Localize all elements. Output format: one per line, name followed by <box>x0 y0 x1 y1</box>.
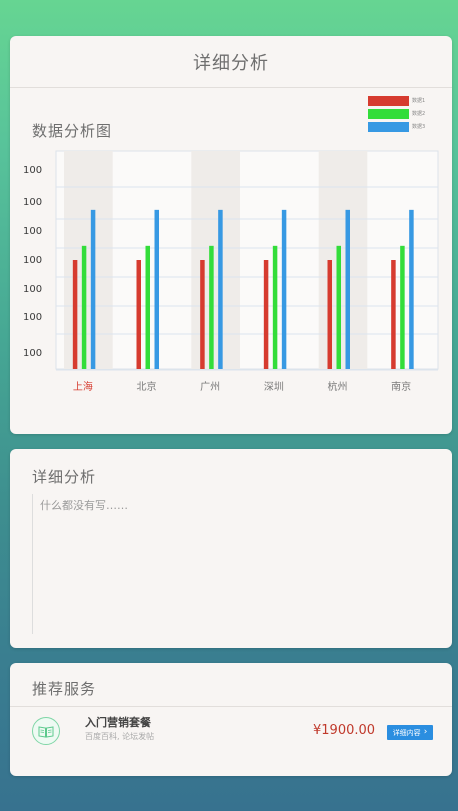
service-description: 百度百科, 论坛发帖 <box>85 732 155 741</box>
x-tick-label: 南京 <box>391 380 411 393</box>
x-tick-label: 北京 <box>137 380 157 393</box>
x-tick-label: 深圳 <box>264 381 284 393</box>
y-tick-label: 100 <box>23 348 42 359</box>
recommend-title: 推荐服务 <box>32 680 97 698</box>
detail-text-area: 什么都没有写…… <box>32 494 432 634</box>
chart-legend: 数据1 数据2 数据3 <box>368 94 425 133</box>
bar <box>345 209 350 369</box>
analysis-card: 详细分析 数据分析图 数据1 数据2 数据3 100 100 100 100 100 10… <box>10 36 452 434</box>
bar-chart: 100 100 100 100 100 100 100 上海 北京 广州 深圳 杭州 南京 <box>23 150 439 393</box>
bar <box>81 245 87 369</box>
book-icon <box>32 717 60 745</box>
y-tick-label: 100 <box>23 255 42 266</box>
bar <box>400 245 405 369</box>
chart-title: 数据分析图 <box>32 122 113 140</box>
divider <box>10 706 452 707</box>
bar <box>90 209 96 369</box>
legend-item: 数据3 <box>368 120 425 133</box>
detail-placeholder: 什么都没有写…… <box>40 499 128 512</box>
y-tick-label: 100 <box>23 226 42 237</box>
chevron-right-icon: › <box>423 727 428 737</box>
bar <box>272 245 278 369</box>
bar <box>72 260 78 369</box>
legend-swatch <box>368 121 409 132</box>
y-tick-label: 100 <box>23 197 42 208</box>
legend-label: 数据2 <box>412 111 426 117</box>
plot-area <box>55 150 439 370</box>
page-title: 详细分析 <box>10 36 452 88</box>
legend-item: 数据1 <box>368 94 425 107</box>
column-band <box>191 151 240 369</box>
bar <box>327 260 332 369</box>
bar <box>409 209 414 369</box>
details-button-label: 详细内容 <box>392 728 421 737</box>
legend-swatch <box>368 95 409 106</box>
y-tick-label: 100 <box>23 312 42 323</box>
x-tick-label: 广州 <box>200 381 220 393</box>
x-tick-label: 上海 <box>73 380 93 393</box>
bar <box>263 260 269 369</box>
bar <box>154 209 159 369</box>
bar <box>218 209 223 369</box>
legend-label: 数据1 <box>412 98 426 104</box>
legend-swatch <box>368 108 409 119</box>
recommend-card: 推荐服务 入门营销套餐 百度百科, 论坛发帖 ¥1900.00 详细内容 › <box>10 663 452 776</box>
detail-card: 详细分析 什么都没有写…… <box>10 449 452 648</box>
x-tick-label: 杭州 <box>328 380 348 393</box>
y-tick-label: 100 <box>23 284 42 295</box>
bar <box>336 245 341 369</box>
bar <box>145 245 150 369</box>
bar <box>209 245 214 369</box>
detail-title: 详细分析 <box>32 468 97 486</box>
service-name: 入门营销套餐 <box>85 716 151 729</box>
legend-label: 数据3 <box>412 124 426 130</box>
column-band <box>318 151 368 369</box>
column-band <box>64 151 113 369</box>
bar <box>391 260 396 369</box>
service-price: ¥1900.00 <box>313 723 376 738</box>
y-tick-label: 100 <box>23 165 42 176</box>
bar <box>281 209 287 369</box>
bar <box>136 260 141 369</box>
bar <box>200 260 205 369</box>
details-button[interactable]: 详细内容 › <box>387 725 433 740</box>
legend-item: 数据2 <box>368 107 425 120</box>
